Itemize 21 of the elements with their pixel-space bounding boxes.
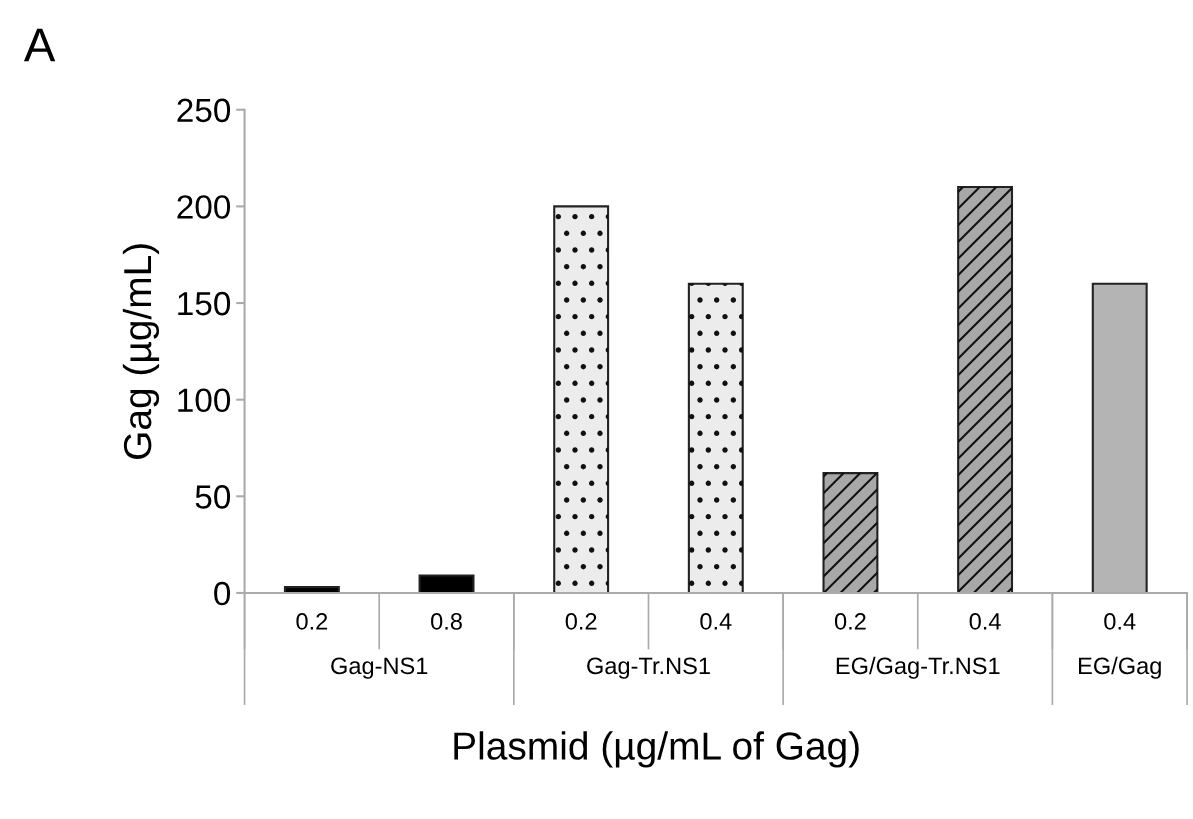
x-tick-label: 0.4	[969, 613, 1001, 630]
y-axis-title: Gag (µg/mL)	[122, 244, 160, 459]
y-tick-label: 150	[178, 291, 231, 316]
y-tick-label: 250	[177, 98, 231, 123]
y-tick-label: 100	[178, 388, 231, 413]
bar	[418, 574, 475, 593]
y-tick-label: 200	[177, 195, 231, 219]
x-tick-label: 0.2	[834, 613, 866, 630]
text: Gag-NS1	[331, 657, 428, 679]
y-tick-label: 50	[195, 485, 231, 509]
text: EG/Gag	[1079, 656, 1161, 679]
x-tick-label: 0.8	[431, 613, 462, 630]
y-tick-label: 0	[214, 581, 231, 606]
x-tick-label: 0.4	[700, 613, 732, 630]
x-axis-title: Plasmid (µg/mL of Gag)	[454, 731, 859, 768]
chart-title: A	[23, 28, 56, 62]
text: Gag-Tr.NS1	[587, 657, 710, 679]
x-tick-label: 0.2	[565, 613, 597, 630]
x-tick-label: 0.4	[1104, 613, 1136, 630]
x-tick-label: 0.2	[296, 613, 328, 630]
text: EG/Gag-Tr.NS1	[836, 656, 1000, 679]
